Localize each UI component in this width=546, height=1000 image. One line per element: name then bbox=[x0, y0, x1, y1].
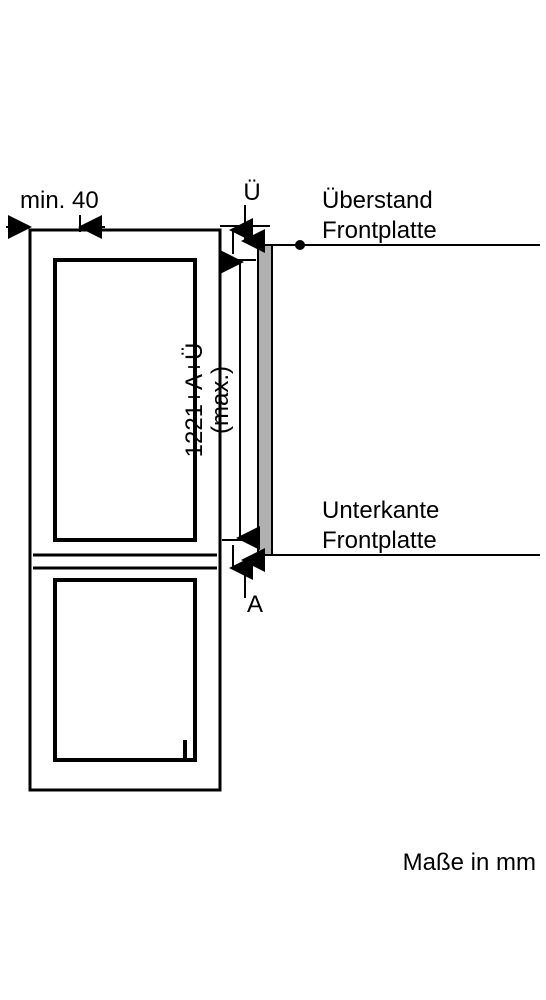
a-label: A bbox=[247, 591, 263, 618]
height-formula-1: 1221+A+Ü bbox=[181, 343, 208, 458]
uberstand-l2: Frontplatte bbox=[322, 217, 437, 244]
front-panel bbox=[258, 245, 272, 555]
unterkante-l1: Unterkante bbox=[322, 497, 439, 524]
upper-opening bbox=[55, 260, 195, 540]
unterkante-l2: Frontplatte bbox=[322, 527, 437, 554]
outer-cabinet bbox=[30, 230, 220, 790]
min40-label: min. 40 bbox=[20, 187, 99, 214]
height-formula-2: (max.) bbox=[207, 366, 234, 434]
u-label: Ü bbox=[243, 179, 260, 206]
units-label: Maße in mm bbox=[403, 849, 536, 876]
lower-opening bbox=[55, 580, 195, 760]
uberstand-l1: Überstand bbox=[322, 187, 433, 214]
installation-diagram: min. 40 Ü 1221+A+Ü (max.) A Überstand Fr… bbox=[0, 0, 546, 1000]
top-leader-dot bbox=[295, 240, 305, 250]
